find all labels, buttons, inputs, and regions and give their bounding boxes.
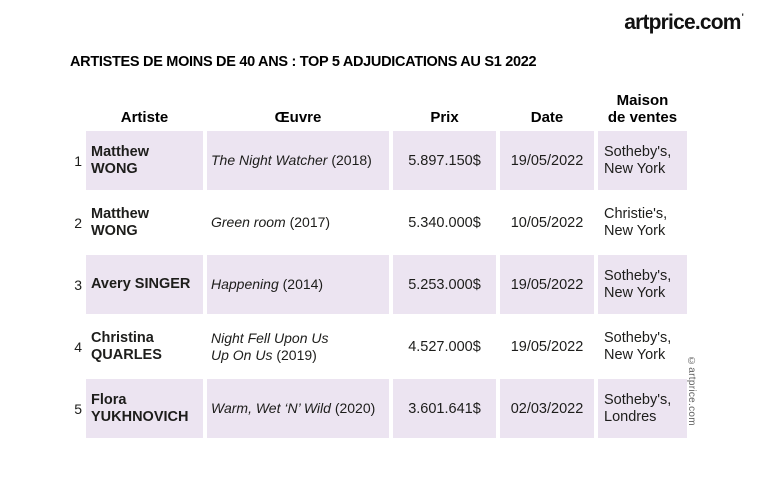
work-cell: Green room (2017): [211, 214, 331, 231]
header-date: Date: [530, 109, 564, 127]
artist-cell: Flora YUKHNOVICH: [86, 379, 203, 438]
work-cell: The Night Watcher (2018): [207, 131, 389, 190]
top5-auctions-table: Artiste Œuvre Prix Date Maison de ventes…: [62, 86, 691, 441]
artist-cell: Christina QUARLES: [91, 329, 162, 363]
date-cell: 19/05/2022: [510, 338, 584, 355]
rank-cell: 2: [74, 214, 82, 231]
trademark-mark: ': [741, 12, 744, 22]
header-prix: Prix: [430, 109, 459, 127]
header-rank: [66, 89, 82, 128]
price-cell: 5.897.150$: [393, 131, 496, 190]
work-cell: Night Fell Upon Us Up On Us (2019): [211, 329, 329, 363]
table-row: 3 Avery SINGER Happening (2014) 5.253.00…: [66, 255, 687, 314]
rank-cell: 5: [74, 400, 82, 417]
header-maison-line1: Maison: [616, 92, 669, 110]
rank-cell: 4: [74, 338, 82, 355]
artist-cell: Matthew WONG: [86, 131, 203, 190]
auction-house-cell: Sotheby's, Londres: [598, 379, 687, 438]
rank-cell: 1: [74, 152, 82, 169]
artist-cell: Matthew WONG: [91, 205, 149, 239]
artprice-logo: artprice.com': [624, 11, 744, 35]
date-cell: 19/05/2022: [500, 131, 594, 190]
work-cell: Warm, Wet ‘N’ Wild (2020): [207, 379, 389, 438]
date-cell: 02/03/2022: [500, 379, 594, 438]
table-row: 4 Christina QUARLES Night Fell Upon Us U…: [66, 317, 687, 376]
date-cell: 10/05/2022: [510, 214, 584, 231]
price-cell: 5.253.000$: [393, 255, 496, 314]
price-cell: 4.527.000$: [408, 338, 481, 355]
header-maison-de-ventes: Maison de ventes: [598, 89, 687, 128]
table-header-row: Artiste Œuvre Prix Date Maison de ventes: [66, 89, 687, 128]
auction-house-cell: Christie's, New York: [604, 205, 668, 239]
price-cell: 5.340.000$: [408, 214, 481, 231]
auction-house-cell: Sotheby's, New York: [604, 329, 672, 363]
artprice-logo-text: artprice.com: [624, 11, 741, 34]
table-row: 5 Flora YUKHNOVICH Warm, Wet ‘N’ Wild (2…: [66, 379, 687, 438]
table-row: 1 Matthew WONG The Night Watcher (2018) …: [66, 131, 687, 190]
auction-house-cell: Sotheby's, New York: [598, 131, 687, 190]
price-cell: 3.601.641$: [393, 379, 496, 438]
work-cell: Happening (2014): [207, 255, 389, 314]
date-cell: 19/05/2022: [500, 255, 594, 314]
table-row: 2 Matthew WONG Green room (2017) 5.340.0…: [66, 193, 687, 252]
artist-cell: Avery SINGER: [86, 255, 203, 314]
header-artiste: Artiste: [120, 109, 169, 127]
rank-cell: 3: [74, 276, 82, 293]
header-oeuvre: Œuvre: [274, 109, 322, 127]
header-maison-line2: de ventes: [607, 109, 678, 127]
copyright-vertical-label: ©artprice.com: [686, 356, 697, 426]
auction-house-cell: Sotheby's, New York: [598, 255, 687, 314]
page-title: ARTISTES DE MOINS DE 40 ANS : TOP 5 ADJU…: [70, 54, 537, 70]
